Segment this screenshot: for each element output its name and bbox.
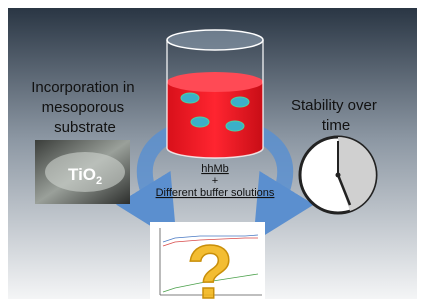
buffer-label: Different buffer solutions [156,187,275,199]
protein-label: hhMb [201,163,229,175]
clock [300,137,376,213]
question-mark: ? [187,230,233,307]
graphical-abstract: TiO2 ? Incorporation in mesoporous subst… [0,0,425,307]
tio2-photo: TiO2 [35,140,130,204]
plus-sign: + [212,175,218,187]
